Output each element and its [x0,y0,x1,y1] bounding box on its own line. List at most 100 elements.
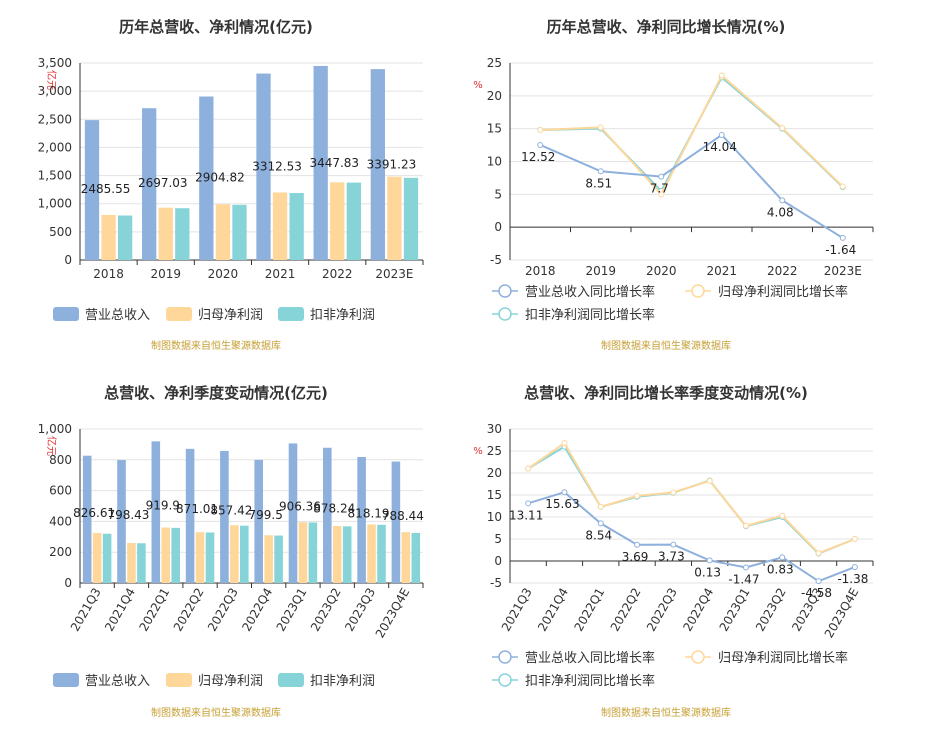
legend-marker [498,307,512,321]
line-point [670,541,677,548]
bar-deducted-profit [175,208,190,260]
data-label: 919.9 [146,498,180,512]
data-label: 13.11 [509,508,543,522]
x-tick-label: 2020 [646,264,677,278]
source-note: 制图数据来自恒生聚源数据库 [601,706,731,719]
y-tick-label: 2,500 [38,112,72,126]
bar-revenue [185,448,195,583]
annual_amount-chart: 历年总营收、净利情况(亿元) 亿元 0 500 1,000 1,500 2,000 2,500… [38,18,424,352]
line-point [779,125,786,132]
data-label: 2904.82 [195,171,245,185]
bar-deducted-profit [240,525,249,583]
bar-net-profit [298,522,308,583]
x-tick-label: 2022Q3 [205,586,241,634]
line-point [561,489,568,496]
y-tick-label: 0 [64,253,72,267]
bar-revenue [151,441,161,583]
x-tick-label: 2019 [150,267,181,281]
x-tick-label: 2023Q1 [717,586,753,634]
data-label: 826.61 [73,506,115,520]
y-tick-label: 10 [487,510,502,524]
line-point [634,492,641,499]
legend-marker [691,284,705,298]
bar-revenue [254,459,263,583]
data-label: 8.54 [585,528,612,542]
y-tick-label: 20 [487,89,502,103]
bar-net-profit [264,535,273,583]
data-label: 14.04 [703,140,737,154]
bar-revenue [117,460,126,583]
line-point [742,564,749,571]
data-label: 0.13 [694,565,721,579]
y-tick-label: 1,000 [38,422,72,436]
bar-revenue [82,455,92,583]
data-label: -1.64 [825,243,856,257]
legend-label: 营业总收入同比增长率 [525,650,655,666]
y-tick-label: 20 [487,466,502,480]
y-tick-label: 5 [494,532,502,546]
y-axis-unit: 亿元 [45,70,58,90]
bar-net-profit [387,176,402,260]
legend-label: 归母净利润 [198,674,263,689]
bar-deducted-profit [342,526,352,583]
line-point [851,536,858,542]
line-revenue-growth [527,491,856,583]
line-point [670,489,677,496]
bar-deducted-profit [403,177,419,260]
source-note: 制图数据来自恒生聚源数据库 [601,339,731,352]
data-label: 0.83 [767,562,794,576]
quarterly_growth-chart: 总营收、净利同比增长率季度变动情况(%)% -5 0 5 10 15 20 25 30 2021Q… [473,384,874,719]
source-note: 制图数据来自恒生聚源数据库 [151,339,281,352]
bar-revenue [84,120,100,260]
data-label: 3.73 [658,550,685,564]
x-tick-label: 2022Q4 [239,586,275,634]
source-note: 制图数据来自恒生聚源数据库 [151,706,281,719]
legend-label: 扣非净利润 [310,674,375,689]
data-label: -1.38 [837,572,868,586]
legend-swatch [166,307,192,321]
bar-revenue [142,108,157,260]
legend-label: 扣非净利润同比增长率 [525,307,655,323]
legend-swatch [278,307,304,321]
line-point [658,173,665,180]
legend-swatch [278,673,304,687]
x-tick-label: 2021 [265,267,296,281]
bar-deducted-profit [118,215,133,260]
y-tick-label: 15 [487,122,502,136]
line-point [634,541,641,548]
bar-revenue [391,461,401,583]
data-label: -4.58 [801,586,832,600]
line-point [815,578,822,585]
y-tick-label: 500 [49,225,72,239]
y-tick-label: 10 [487,155,502,169]
bar-net-profit [401,532,411,583]
bar-net-profit [92,532,102,583]
x-tick-label: 2022Q1 [136,586,172,634]
line-point [525,465,532,472]
y-tick-label: 5 [494,187,502,201]
x-tick-label: 2022 [322,267,353,281]
bar-net-profit [215,204,231,260]
x-tick-label: 2023Q2 [753,586,789,634]
bar-revenue [288,443,298,583]
y-axis-unit: 亿元 [45,436,58,456]
legend-marker [691,650,705,664]
data-label: 906.36 [279,499,321,513]
data-label: 3312.53 [252,160,302,174]
x-tick-label: 2023Q4E [373,586,413,641]
y-tick-label: 0 [494,554,502,568]
x-tick-label: 2023E [375,267,413,281]
x-tick-label: 2022 [767,264,798,278]
y-tick-label: 1,500 [38,169,72,183]
bar-net-profit [330,182,345,260]
legend-label: 归母净利润同比增长率 [718,284,848,300]
x-tick-label: 2023Q1 [274,586,310,634]
x-tick-label: 2020 [208,267,239,281]
chart-title: 历年总营收、净利同比增长情况(%) [547,18,786,36]
legend-marker [498,650,512,664]
line-point [839,183,846,190]
line-point [815,550,822,557]
y-tick-label: 15 [487,488,502,502]
data-label: 8.51 [585,176,612,190]
legend-label: 归母净利润 [198,308,263,323]
